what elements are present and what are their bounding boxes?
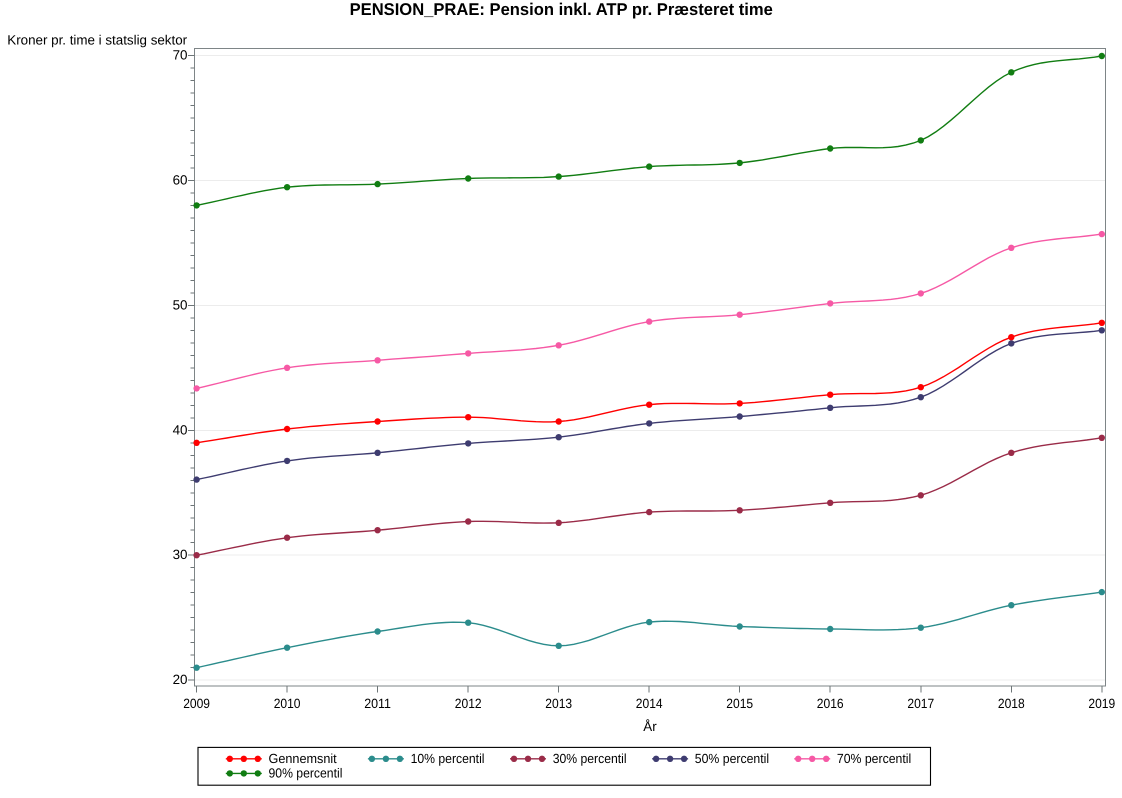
svg-text:2017: 2017 <box>907 696 934 711</box>
svg-text:2018: 2018 <box>998 696 1025 711</box>
svg-text:2014: 2014 <box>636 696 663 711</box>
svg-text:30: 30 <box>173 547 188 562</box>
svg-text:40: 40 <box>173 422 188 437</box>
svg-text:2013: 2013 <box>545 696 572 711</box>
svg-text:70% percentil: 70% percentil <box>837 751 911 766</box>
svg-text:PENSION_PRAE: Pension inkl. AT: PENSION_PRAE: Pension inkl. ATP pr. Præs… <box>350 0 773 19</box>
svg-text:År: År <box>643 719 657 734</box>
svg-text:90% percentil: 90% percentil <box>269 765 343 780</box>
svg-text:Gennemsnit: Gennemsnit <box>269 751 338 766</box>
svg-text:2010: 2010 <box>274 696 301 711</box>
svg-text:2019: 2019 <box>1088 696 1115 711</box>
svg-text:70: 70 <box>173 47 188 62</box>
svg-text:2015: 2015 <box>726 696 753 711</box>
svg-text:2012: 2012 <box>455 696 482 711</box>
svg-text:60: 60 <box>173 172 188 187</box>
svg-text:30% percentil: 30% percentil <box>553 751 627 766</box>
svg-text:2009: 2009 <box>183 696 210 711</box>
svg-text:2016: 2016 <box>817 696 844 711</box>
svg-text:Kroner pr. time i statslig sek: Kroner pr. time i statslig sektor <box>7 32 187 47</box>
svg-text:10% percentil: 10% percentil <box>411 751 485 766</box>
svg-text:2011: 2011 <box>364 696 391 711</box>
svg-text:50: 50 <box>173 297 188 312</box>
svg-text:50% percentil: 50% percentil <box>695 751 769 766</box>
svg-text:20: 20 <box>173 672 188 687</box>
